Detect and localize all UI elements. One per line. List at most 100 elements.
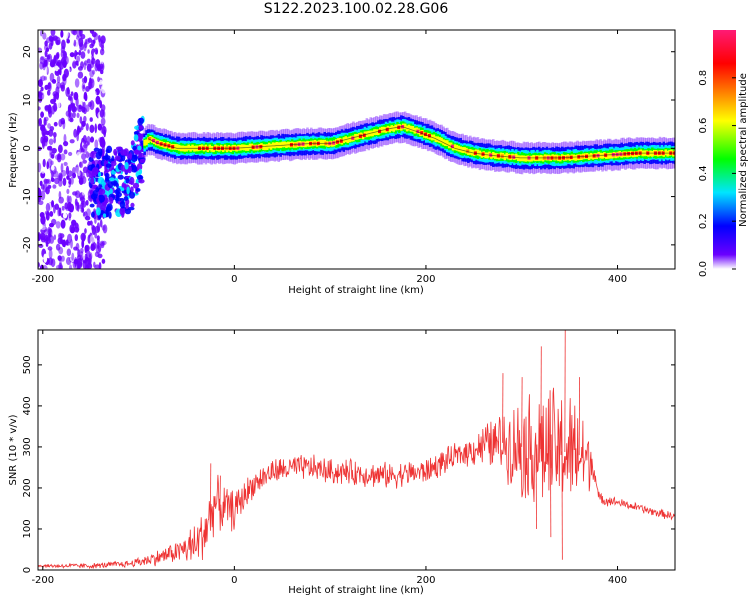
spectral-cell (99, 48, 105, 56)
spectral-cell (72, 111, 76, 119)
spectral-cell (100, 84, 107, 94)
spectral-cell (95, 95, 101, 105)
spectral-cell (43, 44, 49, 52)
spectral-cell (103, 155, 111, 161)
spectral-cell (70, 91, 74, 97)
spectral-cell (60, 219, 66, 229)
spectral-cell (52, 35, 58, 41)
spectral-cell (89, 117, 93, 122)
spectral-cell (130, 140, 135, 146)
spectral-cell (55, 264, 62, 269)
spectral-cell (463, 147, 466, 153)
spectral-cell (93, 32, 99, 41)
spectral-cell (187, 144, 190, 151)
spectral-cell (135, 187, 141, 192)
colorbar-tick-label: 0.2 (698, 213, 709, 229)
spectral-cell (52, 184, 57, 189)
spectral-cell (81, 176, 87, 185)
spectral-cell (55, 39, 59, 45)
colorbar-ticks: 0.0 0.2 0.4 0.6 0.8 (698, 70, 736, 277)
spectral-cell (76, 125, 80, 135)
spectral-cell (47, 171, 52, 181)
spectral-cell (124, 161, 129, 170)
spectral-cell (86, 208, 91, 217)
spectral-cell (138, 117, 145, 124)
spectral-cell (71, 219, 77, 226)
spectral-cell (53, 132, 57, 138)
spectral-cell (58, 191, 62, 199)
spectral-cell (89, 30, 95, 34)
spectral-cell (53, 121, 58, 127)
spectral-cell (120, 149, 127, 156)
spectral-cell (518, 155, 522, 162)
spectral-cell (73, 256, 78, 267)
spectral-cell (492, 151, 495, 158)
spectral-cell (117, 174, 124, 180)
spectral-cell (47, 184, 52, 189)
y-tick-label: 300 (22, 437, 33, 456)
colorbar: 0.0 0.2 0.4 0.6 0.8 Normalized spectral ampl… (698, 30, 749, 277)
x-tick-label: 0 (231, 575, 237, 586)
spectral-cell (436, 136, 439, 143)
spectral-cell (73, 246, 78, 251)
spectral-cell (57, 144, 63, 154)
colorbar-tick-label: 0.8 (698, 70, 709, 86)
spectral-cell (137, 145, 142, 151)
spectral-cell (53, 93, 57, 103)
spectral-cell (58, 246, 64, 255)
colorbar-gradient (713, 30, 736, 269)
spectrogram-y-ticks: -20 -10 0 10 20 (22, 45, 675, 253)
spectral-cell (145, 139, 148, 146)
spectral-cell (88, 101, 93, 107)
spectral-cell (67, 170, 73, 177)
spectral-cell (88, 173, 94, 179)
spectral-cell (457, 145, 461, 152)
spectral-cell (76, 151, 82, 161)
spectral-cell (335, 140, 339, 144)
spectral-cell (47, 228, 52, 234)
spectral-cell (183, 145, 187, 152)
spectral-cell (85, 38, 90, 45)
snr-y-ticks: 0 100 200 300 400 500 (22, 355, 675, 573)
spectral-cell (43, 253, 48, 263)
spectral-cell (40, 147, 46, 156)
colorbar-label: Normalized spectral amplitude (738, 73, 749, 227)
spectral-cell (94, 251, 100, 258)
spectral-cell (83, 76, 88, 84)
spectral-cell (130, 202, 135, 208)
spectral-cell (40, 235, 44, 240)
spectral-cell (80, 200, 85, 206)
spectral-cell (64, 202, 69, 210)
spectral-cell (392, 126, 395, 132)
spectral-cell (64, 30, 69, 39)
spectral-cell (358, 134, 362, 138)
snr-frame (37, 329, 676, 571)
spectral-cell (82, 101, 86, 109)
snr-x-axis-label: Height of straight line (km) (288, 585, 424, 596)
spectral-cell (89, 43, 94, 49)
x-tick-label: -200 (31, 274, 54, 285)
spectral-cell (90, 136, 95, 143)
spectral-cell (138, 168, 143, 175)
spectral-cell (246, 145, 250, 151)
spectral-cell (114, 189, 120, 195)
spectral-cell (95, 207, 101, 216)
spectral-cell (53, 136, 56, 144)
spectral-cell (262, 144, 265, 151)
spectral-cell (93, 39, 96, 44)
spectral-cell (120, 164, 126, 172)
spectral-cell (444, 140, 447, 146)
spectral-cell (98, 188, 106, 196)
spectral-cell (530, 155, 533, 162)
spectral-cell (63, 133, 67, 144)
spectral-cell (79, 196, 86, 202)
spectral-cell (96, 235, 100, 241)
spectral-cell (127, 165, 132, 174)
spectral-cell (133, 134, 139, 142)
spectral-cell (271, 142, 275, 149)
spectrogram-frame (37, 29, 676, 270)
spectral-cell (61, 205, 65, 211)
spectral-cell (453, 144, 457, 151)
spectral-cell (91, 211, 95, 218)
spectral-cell (62, 50, 67, 59)
